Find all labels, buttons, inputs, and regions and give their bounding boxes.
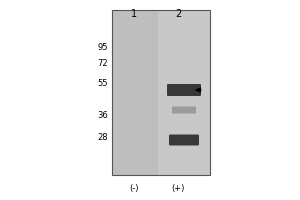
Text: 55: 55 xyxy=(98,78,108,88)
Text: (+): (+) xyxy=(171,184,185,192)
FancyBboxPatch shape xyxy=(169,134,199,146)
Text: 36: 36 xyxy=(97,110,108,119)
Text: 28: 28 xyxy=(98,134,108,142)
FancyBboxPatch shape xyxy=(172,106,196,114)
Text: 95: 95 xyxy=(98,44,108,52)
Bar xyxy=(158,10,210,175)
Text: (-): (-) xyxy=(129,184,139,192)
Text: 1: 1 xyxy=(131,9,137,19)
Bar xyxy=(112,10,158,175)
Text: 72: 72 xyxy=(98,60,108,68)
Text: 2: 2 xyxy=(175,9,181,19)
Bar xyxy=(112,10,210,175)
FancyBboxPatch shape xyxy=(167,84,201,96)
